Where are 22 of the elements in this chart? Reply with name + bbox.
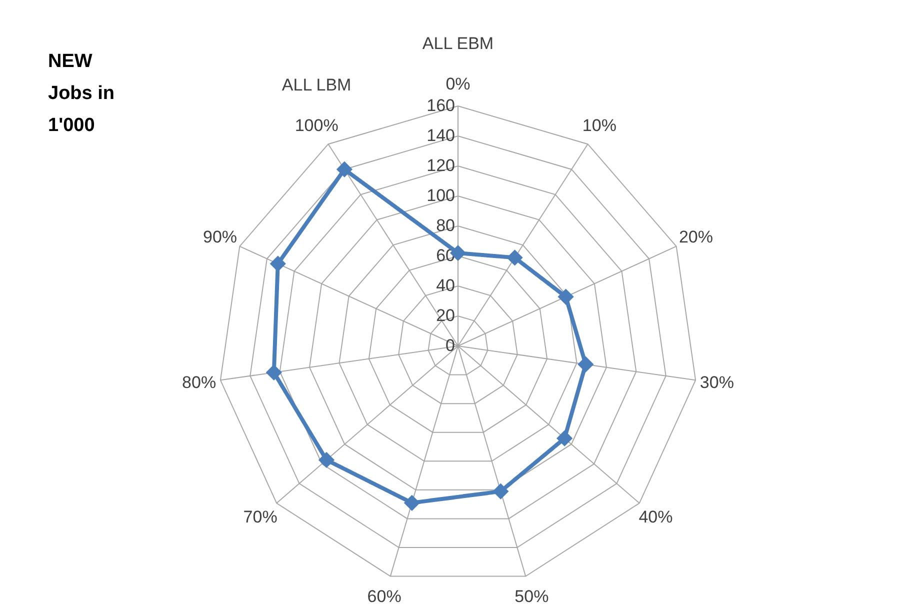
y-tick-label: 0 xyxy=(446,336,455,355)
spoke-label: 60% xyxy=(367,587,402,606)
spoke-label: 100% xyxy=(294,116,338,135)
spoke-label: 0% xyxy=(446,74,470,94)
text: ALL LBM xyxy=(282,75,352,94)
y-tick-label: 140 xyxy=(426,126,455,145)
chart-title: NEW Jobs in 1'000 xyxy=(48,51,115,136)
spoke-label: 80% xyxy=(182,373,216,392)
y-tick-label: 40 xyxy=(436,276,455,295)
y-tick-label: 160 xyxy=(426,96,455,115)
spoke-label: 20% xyxy=(678,227,713,246)
y-tick-label: 80 xyxy=(436,216,455,235)
y-tick-label: 100 xyxy=(426,186,455,205)
y-tick-label: 120 xyxy=(426,156,455,175)
y-tick-label: 20 xyxy=(436,306,455,325)
spoke-label: 10% xyxy=(582,116,616,135)
spoke-label: 30% xyxy=(700,373,734,392)
spoke-label: 70% xyxy=(243,507,278,526)
spoke-label: 90% xyxy=(203,227,238,246)
spoke-label: 50% xyxy=(514,587,549,606)
spoke-label: 40% xyxy=(638,507,673,526)
text: ALL EBM xyxy=(422,34,494,53)
